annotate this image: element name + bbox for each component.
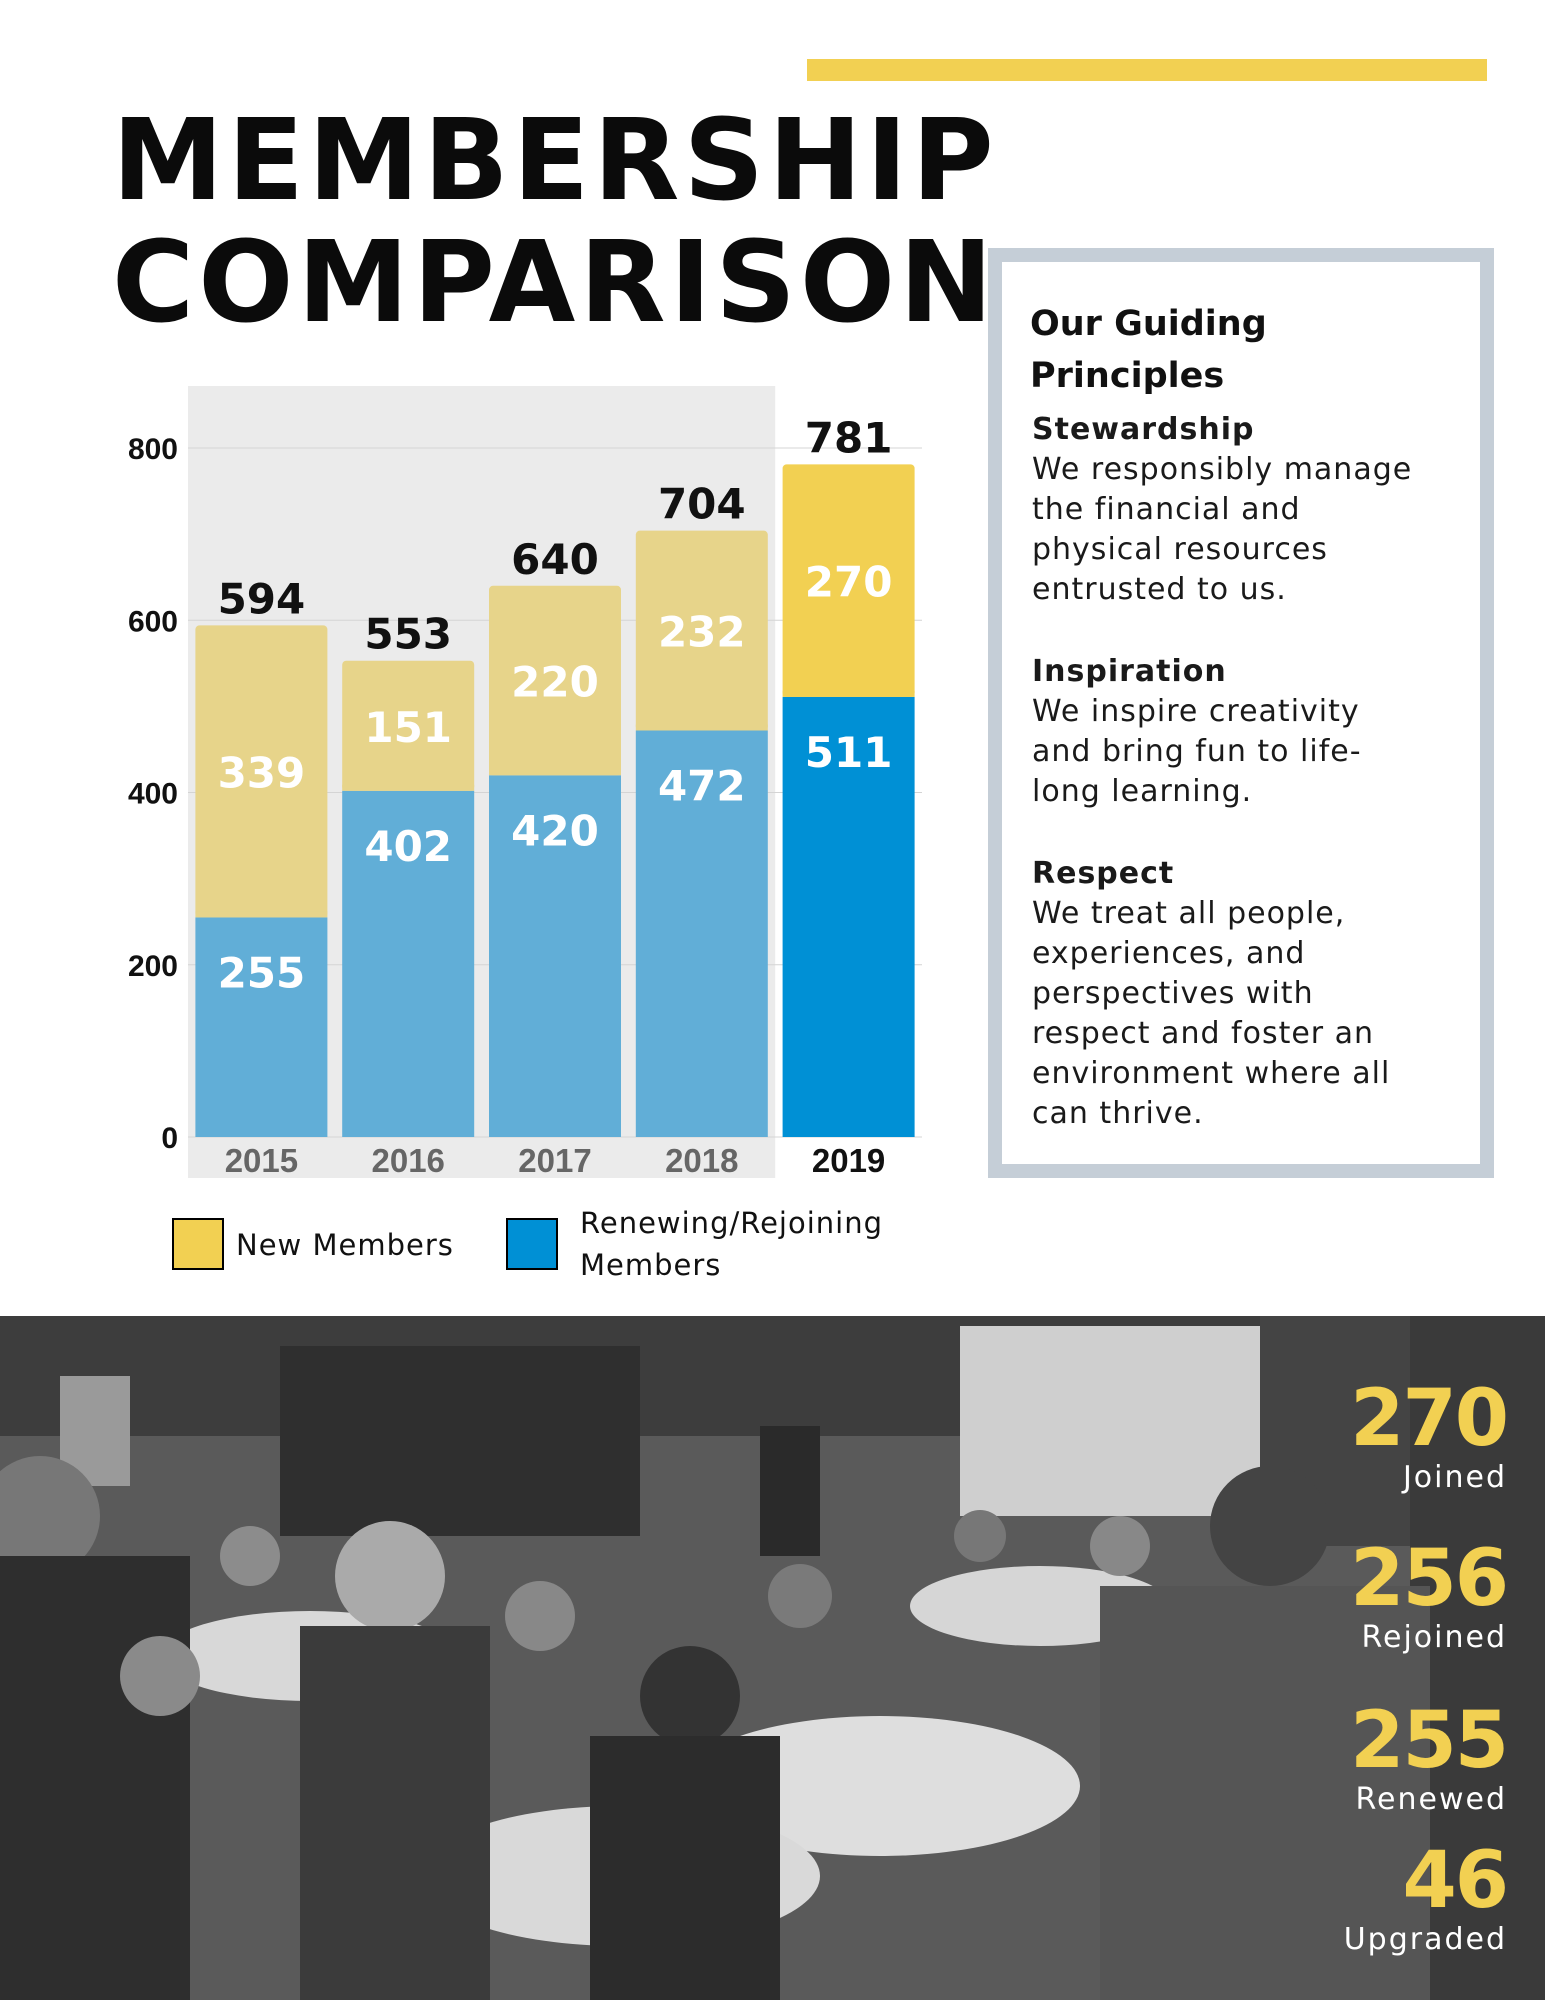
data-label-new: 151 bbox=[364, 703, 452, 752]
stat-rejoined: 256 Rejoined bbox=[1350, 1534, 1509, 1656]
principle-respect: Respect We treat all people, experiences… bbox=[1032, 854, 1492, 1134]
data-label-new: 232 bbox=[658, 608, 746, 657]
chart-svg: 0 200 400 600 800 255 339 594 2015 402 151 553 2016 4… bbox=[128, 386, 922, 1179]
legend-swatch-new bbox=[172, 1218, 224, 1270]
bar-new-2018 bbox=[635, 530, 768, 731]
x-tick-label: 2016 bbox=[371, 1142, 444, 1179]
y-tick-label: 600 bbox=[128, 605, 178, 638]
bar-renewing-2017 bbox=[489, 775, 621, 1137]
stat-value: 270 bbox=[1350, 1374, 1509, 1464]
bar-new-2017 bbox=[489, 585, 621, 776]
x-tick-label: 2015 bbox=[225, 1142, 298, 1179]
stat-renewed: 255 Renewed bbox=[1350, 1696, 1509, 1818]
event-photo: 270 Joined 256 Rejoined 255 Renewed 46 U… bbox=[0, 1316, 1545, 2000]
data-label-total: 553 bbox=[364, 610, 452, 659]
stat-label: Upgraded bbox=[1343, 1922, 1507, 1957]
chart-legend: New Members Renewing/Rejoining Members bbox=[170, 1206, 950, 1290]
stat-value: 46 bbox=[1402, 1836, 1509, 1926]
principles-heading: Our Guiding Principles bbox=[1030, 304, 1267, 396]
principle-text: We inspire creativity and bring fun to l… bbox=[1032, 694, 1362, 809]
bar-new-2019 bbox=[782, 464, 915, 697]
event-photo-illustration bbox=[0, 1316, 1545, 2000]
bar-new-join-2016 bbox=[342, 784, 475, 791]
title-line-2: COMPARISON bbox=[112, 218, 997, 348]
bar-renewing-2018 bbox=[635, 730, 768, 1137]
stat-value: 256 bbox=[1350, 1534, 1509, 1624]
data-label-total: 704 bbox=[658, 480, 746, 529]
stat-joined: 270 Joined bbox=[1350, 1374, 1509, 1496]
y-tick-label: 0 bbox=[161, 1122, 178, 1155]
y-tick-label: 200 bbox=[128, 950, 178, 983]
legend-label-renewing: Renewing/Rejoining Members bbox=[580, 1206, 884, 1282]
stat-label: Renewed bbox=[1355, 1782, 1507, 1817]
data-label-renewing: 420 bbox=[511, 806, 599, 855]
data-label-new: 220 bbox=[511, 658, 599, 707]
stat-value: 255 bbox=[1350, 1696, 1509, 1786]
y-tick-label: 400 bbox=[128, 778, 178, 811]
membership-chart: 0 200 400 600 800 255 339 594 2015 402 151 553 2016 4… bbox=[100, 380, 960, 1200]
data-label-renewing: 511 bbox=[805, 728, 893, 777]
principle-text: We treat all people, experiences, and pe… bbox=[1032, 896, 1391, 1131]
data-label-renewing: 472 bbox=[658, 761, 746, 810]
data-label-new: 270 bbox=[805, 558, 893, 607]
legend-swatch-renewing bbox=[506, 1218, 558, 1270]
principle-title: Respect bbox=[1032, 856, 1175, 891]
principle-inspiration: Inspiration We inspire creativity and br… bbox=[1032, 652, 1492, 812]
guiding-principles-box: Our Guiding Principles Stewardship We re… bbox=[988, 248, 1494, 1178]
bar-new-2016 bbox=[342, 660, 475, 791]
data-label-renewing: 255 bbox=[218, 948, 306, 997]
x-tick-label: 2019 bbox=[812, 1142, 885, 1179]
stat-label: Rejoined bbox=[1361, 1620, 1507, 1655]
bar-new-join-2019 bbox=[782, 690, 915, 697]
bar-new-join-2018 bbox=[635, 724, 768, 731]
bar-renewing-2016 bbox=[342, 790, 475, 1137]
data-label-new: 339 bbox=[218, 748, 306, 797]
bar-new-join-2017 bbox=[489, 769, 621, 776]
accent-bar bbox=[807, 59, 1487, 81]
bar-new-join-2015 bbox=[195, 911, 328, 918]
stat-label: Joined bbox=[1402, 1460, 1507, 1495]
data-label-total: 640 bbox=[511, 535, 599, 584]
page-title: MEMBERSHIP COMPARISON bbox=[112, 100, 998, 344]
x-tick-label: 2018 bbox=[665, 1142, 738, 1179]
bar-new-2015 bbox=[195, 625, 328, 918]
principle-stewardship: Stewardship We responsibly manage the fi… bbox=[1032, 410, 1492, 610]
legend-label-new: New Members bbox=[236, 1228, 454, 1262]
principle-title: Inspiration bbox=[1032, 654, 1227, 689]
data-label-renewing: 402 bbox=[364, 822, 452, 871]
title-line-1: MEMBERSHIP bbox=[112, 96, 998, 226]
principle-title: Stewardship bbox=[1032, 412, 1255, 447]
data-label-total: 781 bbox=[805, 413, 893, 462]
x-tick-label: 2017 bbox=[518, 1142, 591, 1179]
bar-renewing-2019 bbox=[782, 696, 915, 1137]
y-tick-label: 800 bbox=[128, 433, 178, 466]
stat-upgraded: 46 Upgraded bbox=[1343, 1836, 1509, 1958]
data-label-total: 594 bbox=[218, 574, 306, 623]
principle-text: We responsibly manage the financial and … bbox=[1032, 452, 1413, 607]
bar-renewing-2015 bbox=[195, 917, 328, 1137]
